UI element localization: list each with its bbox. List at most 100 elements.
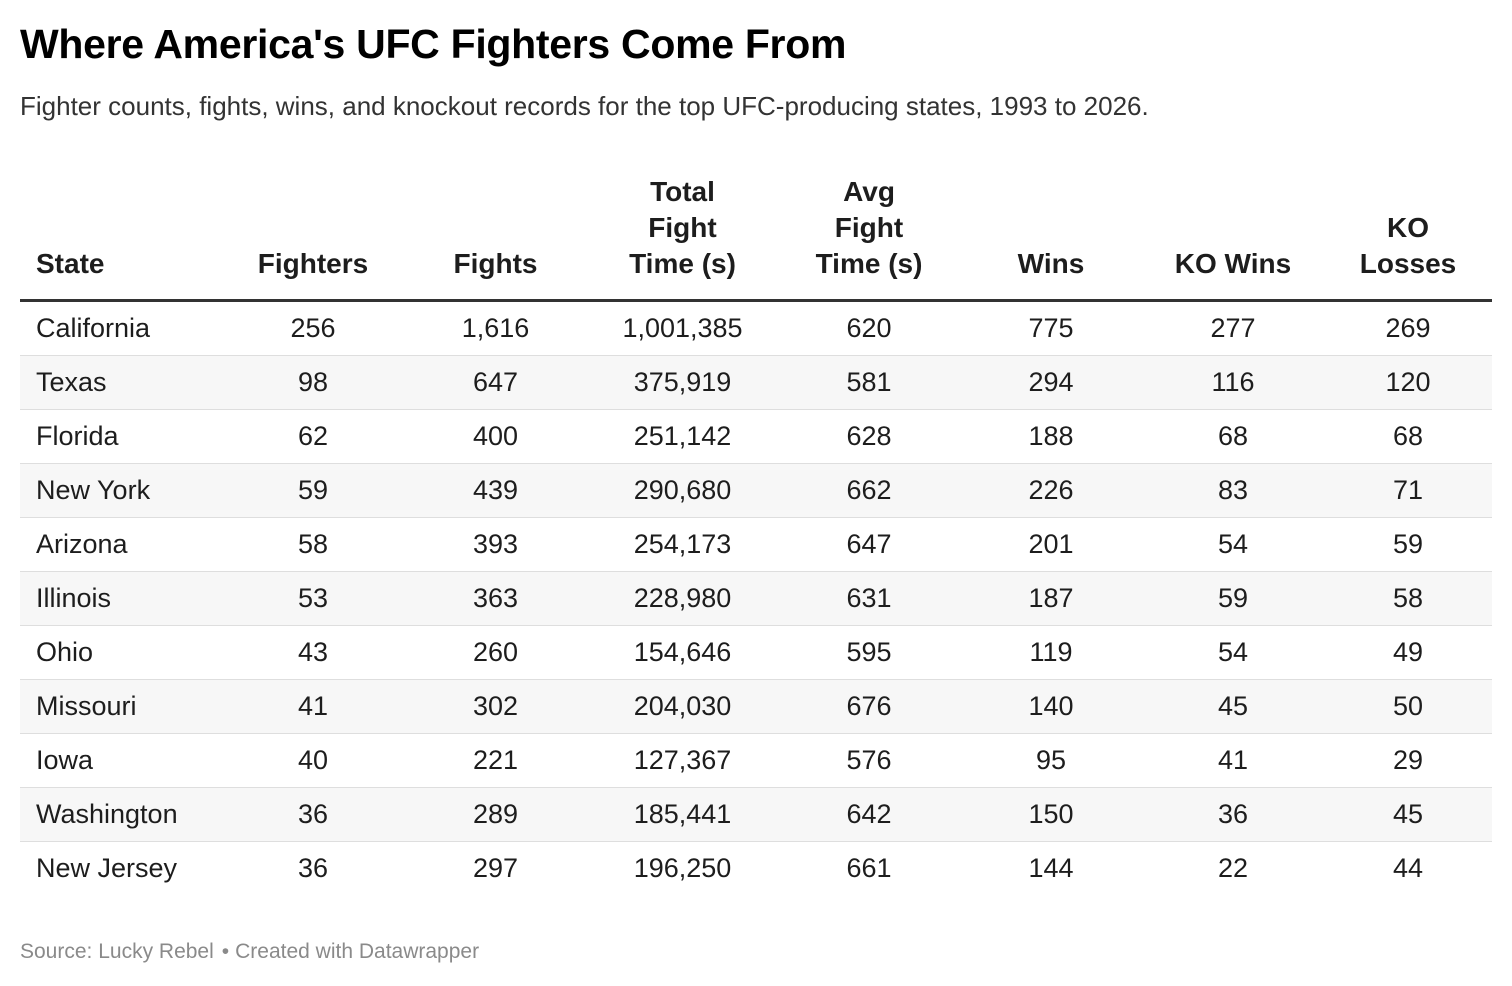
- fights-cell: 297: [472, 853, 519, 883]
- avg-fight-time-cell: 628: [778, 409, 960, 464]
- column-header-text: Fighters: [257, 248, 369, 279]
- state-name-cell: Illinois: [20, 571, 222, 626]
- state-name-cell: Ohio: [20, 625, 222, 680]
- wins-cell: 201: [960, 517, 1142, 572]
- total-fight-time-cell: 1,001,385: [587, 300, 778, 356]
- column-header-text: Time (s): [629, 248, 736, 279]
- fighters-cell: 43: [222, 625, 404, 680]
- column-header-text: KO Wins: [1174, 248, 1292, 279]
- column-header-text: Fight: [648, 212, 717, 243]
- wins-cell: 187: [960, 571, 1142, 626]
- fights-cell: 260: [404, 625, 587, 680]
- chart-subtitle: Fighter counts, fights, wins, and knocko…: [20, 91, 1149, 121]
- wins-cell: 150: [960, 787, 1142, 842]
- ko-losses-cell: 29: [1324, 733, 1492, 788]
- table-header-row: State Fighters Fights Total Fight Time (s) Avg…: [20, 174, 1492, 302]
- avg-fight-time-cell: 676: [778, 679, 960, 734]
- chart-title: Where America's UFC Fighters Come From: [20, 21, 847, 67]
- total-fight-time-cell: 204,030: [587, 679, 778, 734]
- column-header-text: Wins: [1017, 248, 1085, 279]
- wins-cell: 95: [960, 733, 1142, 788]
- column-header-text: Fight: [834, 212, 904, 243]
- ko-wins-cell: 54: [1142, 625, 1324, 680]
- table-row: New York 59 439 290,680 662 226 83 71: [20, 463, 1492, 518]
- table-row: Illinois 53 363 228,980 631 187 59 58: [20, 571, 1492, 626]
- column-header-avg-fight-time[interactable]: Avg Fight Time (s): [778, 174, 960, 302]
- column-header-fighters[interactable]: Fighters: [222, 174, 404, 302]
- state-name-cell: California: [20, 300, 222, 356]
- fights-cell: 302: [404, 679, 587, 734]
- ko-losses-cell: 44: [1392, 853, 1424, 883]
- column-header-ko-losses[interactable]: KO Losses: [1324, 174, 1492, 302]
- avg-fight-time-cell: 631: [778, 571, 960, 626]
- column-header-fights[interactable]: Fights: [404, 174, 587, 302]
- column-header-ko-wins[interactable]: KO Wins: [1142, 174, 1324, 302]
- column-header-wins[interactable]: Wins: [960, 174, 1142, 302]
- avg-fight-time-cell: 661: [846, 853, 892, 883]
- column-header-text: Total: [650, 176, 715, 207]
- fights-cell: 439: [404, 463, 587, 518]
- ko-losses-cell: 49: [1324, 625, 1492, 680]
- ko-wins-cell: 41: [1142, 733, 1324, 788]
- table-row: Iowa 40 221 127,367 576 95 41 29: [20, 733, 1492, 788]
- table-row: Arizona 58 393 254,173 647 201 54 59: [20, 517, 1492, 572]
- fights-cell: 393: [404, 517, 587, 572]
- credit-note: Created with Datawrapper: [235, 940, 480, 963]
- state-name-cell: Missouri: [20, 679, 222, 734]
- ko-losses-cell: 68: [1324, 409, 1492, 464]
- fighters-cell: 40: [222, 733, 404, 788]
- fighters-cell: 58: [222, 517, 404, 572]
- table-row: Missouri 41 302 204,030 676 140 45 50: [20, 679, 1492, 734]
- ko-wins-cell: 45: [1142, 679, 1324, 734]
- fights-cell: 289: [404, 787, 587, 842]
- total-fight-time-cell: 375,919: [587, 355, 778, 410]
- avg-fight-time-cell: 662: [778, 463, 960, 518]
- ko-wins-cell: 54: [1142, 517, 1324, 572]
- fights-cell: 1,616: [404, 300, 587, 356]
- source-note: Source: Lucky Rebel: [20, 940, 214, 963]
- column-header-text: Fights: [453, 248, 538, 279]
- wins-cell: 144: [1028, 853, 1074, 883]
- chart-footer: Source: Lucky Rebel • Created with Datawra…: [20, 938, 479, 966]
- total-fight-time-cell: 196,250: [633, 853, 732, 883]
- ko-losses-cell: 120: [1324, 355, 1492, 410]
- fights-cell: 647: [404, 355, 587, 410]
- table-row: New Jersey 36 297 196,250 661 144 22 44: [20, 842, 1492, 896]
- ko-wins-cell: 36: [1142, 787, 1324, 842]
- total-fight-time-cell: 127,367: [587, 733, 778, 788]
- ko-wins-cell: 22: [1217, 853, 1249, 883]
- column-header-text: State: [36, 248, 105, 279]
- table-row: Texas 98 647 375,919 581 294 116 120: [20, 355, 1492, 410]
- ko-losses-cell: 59: [1324, 517, 1492, 572]
- fighters-cell: 36: [222, 787, 404, 842]
- table-row: Florida 62 400 251,142 628 188 68 68: [20, 409, 1492, 464]
- avg-fight-time-cell: 581: [778, 355, 960, 410]
- avg-fight-time-cell: 647: [778, 517, 960, 572]
- ko-losses-cell: 58: [1324, 571, 1492, 626]
- fighters-cell: 98: [222, 355, 404, 410]
- table-body: California 256 1,616 1,001,385 620 775 277 269 T…: [20, 300, 1492, 896]
- column-header-text: Losses: [1359, 248, 1457, 279]
- fighters-cell: 41: [222, 679, 404, 734]
- fighters-cell: 62: [222, 409, 404, 464]
- wins-cell: 775: [960, 300, 1142, 356]
- state-name-cell: Iowa: [20, 733, 222, 788]
- avg-fight-time-cell: 642: [778, 787, 960, 842]
- column-header-state[interactable]: State: [20, 174, 222, 302]
- state-name-cell: Arizona: [20, 517, 222, 572]
- ko-losses-cell: 71: [1324, 463, 1492, 518]
- wins-cell: 188: [960, 409, 1142, 464]
- fights-cell: 363: [404, 571, 587, 626]
- state-name-cell: Florida: [20, 409, 222, 464]
- column-header-total-fight-time[interactable]: Total Fight Time (s): [587, 174, 778, 302]
- fighters-cell: 59: [222, 463, 404, 518]
- total-fight-time-cell: 290,680: [587, 463, 778, 518]
- wins-cell: 140: [960, 679, 1142, 734]
- fighters-cell: 53: [222, 571, 404, 626]
- avg-fight-time-cell: 576: [778, 733, 960, 788]
- ko-wins-cell: 277: [1142, 300, 1324, 356]
- state-name-cell: New Jersey: [36, 853, 178, 883]
- data-table-container: State Fighters Fights Total Fight Time (s) Avg…: [20, 174, 1492, 895]
- wins-cell: 226: [960, 463, 1142, 518]
- ko-wins-cell: 68: [1142, 409, 1324, 464]
